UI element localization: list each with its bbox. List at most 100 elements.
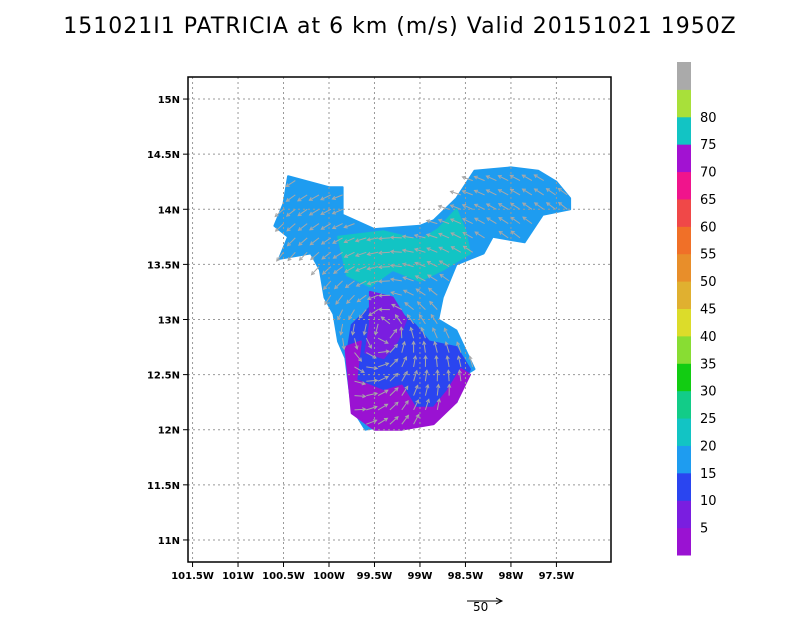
wind-vector	[401, 400, 409, 411]
wind-vector-shaft	[486, 203, 497, 210]
x-tick-label: 98W	[498, 571, 523, 582]
wind-vector-head	[389, 277, 395, 282]
wind-vector	[366, 237, 379, 242]
wind-vector-head	[426, 247, 431, 252]
wind-vector-head	[436, 398, 441, 403]
wind-vector	[389, 277, 402, 282]
wind-vector-shaft	[390, 251, 402, 253]
wind-vector-shaft	[450, 190, 462, 196]
wind-vector-shaft	[424, 384, 429, 396]
wind-vector-shaft	[377, 417, 388, 425]
wind-vector	[545, 202, 556, 210]
wind-vector-head	[521, 202, 527, 207]
x-axis: 101.5W 101W 100.5W 100W 99.5W 99W 98.5W 98W 97.5…	[171, 562, 574, 582]
wind-vector	[402, 289, 414, 296]
wind-vector	[438, 246, 450, 253]
wind-vector	[401, 355, 407, 368]
wind-vector-shaft	[354, 380, 366, 385]
reference-vector	[467, 597, 504, 605]
wind-vector-head	[413, 233, 419, 238]
wind-vector-shaft	[378, 266, 390, 268]
wind-vector-shaft	[320, 208, 332, 215]
wind-vector	[434, 354, 439, 367]
wind-vector	[377, 362, 390, 368]
wind-vector-shaft	[510, 202, 521, 210]
wind-vector-head	[447, 383, 452, 388]
wind-vector-head	[355, 267, 360, 272]
wind-vector-head	[385, 362, 390, 367]
wind-vector-head	[354, 345, 359, 350]
wind-vector-head	[377, 293, 383, 298]
wind-vector-shaft	[510, 174, 521, 182]
wind-vector	[335, 294, 344, 305]
wind-vector	[399, 326, 404, 339]
wind-vector	[377, 389, 389, 397]
wind-vector-head	[449, 218, 455, 223]
wind-vector-shaft	[378, 237, 390, 240]
wind-vector-head	[333, 269, 338, 274]
wind-vector-head	[434, 354, 439, 360]
wind-vector-shaft	[390, 264, 402, 268]
wind-vector-head	[424, 369, 429, 374]
wind-vector-head	[366, 281, 372, 286]
wind-vector-head	[377, 264, 383, 270]
wind-vector-head	[331, 210, 337, 215]
wind-vector-shaft	[332, 194, 343, 200]
wind-vector-head	[310, 256, 315, 261]
wind-vector-shaft	[354, 408, 366, 411]
wind-vector-shaft	[498, 203, 509, 210]
wind-vector-head	[377, 279, 383, 284]
wind-vector-head	[521, 174, 526, 179]
wind-vector	[389, 358, 399, 368]
wind-vector-head	[324, 300, 329, 306]
wind-vector-head	[497, 175, 502, 179]
wind-vector-shaft	[344, 266, 355, 273]
wind-vector-head	[402, 289, 408, 294]
wind-vector-head	[486, 217, 491, 222]
wind-vector-head	[274, 227, 280, 232]
wind-vector	[343, 237, 355, 244]
wind-vector-head	[356, 298, 361, 303]
wind-vector-head	[343, 254, 349, 258]
wind-vector-shaft	[335, 294, 344, 305]
wind-vector	[533, 202, 544, 210]
wind-vector	[497, 189, 509, 196]
wind-vector-shaft	[522, 202, 533, 210]
wind-vector-shaft	[355, 237, 367, 242]
wind-vector	[378, 349, 391, 354]
wind-vector-shaft	[274, 208, 284, 217]
wind-vector-shaft	[400, 327, 403, 339]
wind-vector-shaft	[426, 220, 438, 225]
x-tick-label: 99W	[407, 571, 432, 582]
wind-vector-head	[393, 343, 399, 349]
colorbar-bin	[677, 445, 691, 474]
wind-vector-shaft	[389, 329, 397, 339]
wind-vector-shaft	[309, 208, 320, 216]
wind-vector-shaft	[348, 309, 355, 320]
wind-vector-head	[497, 203, 503, 207]
wind-vector	[354, 338, 359, 350]
wind-vector-head	[358, 357, 363, 362]
wind-vector	[497, 175, 509, 182]
wind-vector-head	[385, 349, 391, 354]
colorbar-bin	[677, 116, 691, 145]
wind-vector-shaft	[413, 370, 418, 382]
wind-vector-head	[383, 417, 389, 422]
wind-vector-shaft	[309, 194, 320, 201]
colorbar-label: 80	[700, 111, 717, 126]
wind-vector-head	[332, 240, 337, 244]
wind-vector-shaft	[377, 337, 389, 344]
wind-vector-head	[344, 284, 350, 289]
wind-vector-head	[444, 341, 449, 346]
wind-vector	[413, 233, 426, 239]
wind-vector-shaft	[389, 387, 399, 396]
wind-vector-head	[430, 313, 435, 319]
wind-vector	[509, 188, 521, 196]
wind-vector-head	[485, 189, 491, 194]
wind-vector	[308, 208, 320, 216]
wind-vector	[339, 323, 344, 336]
wind-vector-shaft	[438, 205, 450, 210]
colorbar-label: 25	[700, 412, 717, 427]
wind-vector-head	[401, 340, 406, 346]
